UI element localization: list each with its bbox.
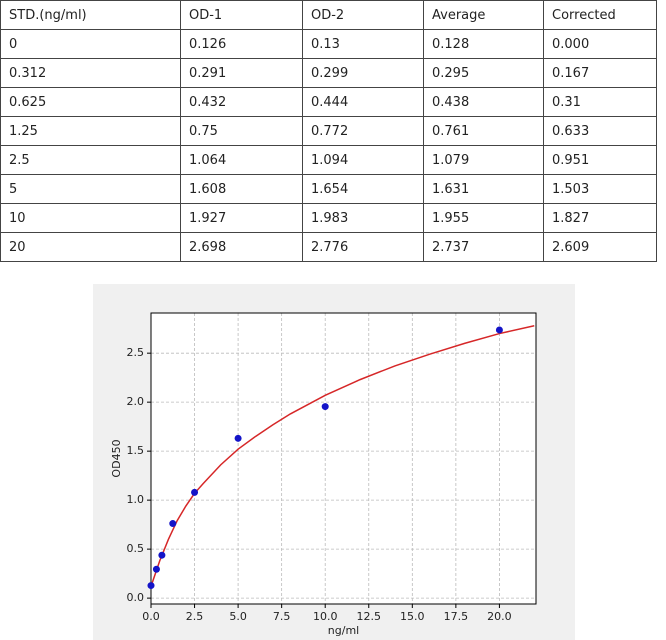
table-row: 0.625 0.432 0.444 0.438 0.31 xyxy=(0,87,657,117)
data-point xyxy=(495,326,503,334)
table-row: STD.(ng/ml) OD-1 OD-2 Average Corrected xyxy=(0,0,657,30)
table-row: 20 2.698 2.776 2.737 2.609 xyxy=(0,232,657,262)
y-tick-label: 0.0 xyxy=(127,591,145,604)
table-cell: 1.983 xyxy=(302,203,424,233)
table-cell: 5 xyxy=(0,174,181,204)
table-cell: 0.126 xyxy=(180,29,303,59)
y-tick-label: 1.0 xyxy=(127,493,145,506)
table-cell: Average xyxy=(423,0,544,30)
data-point xyxy=(169,520,177,528)
table-cell: 0.299 xyxy=(302,58,424,88)
y-axis-label: OD450 xyxy=(110,439,123,477)
table-cell: Corrected xyxy=(543,0,657,30)
table-cell: 0.625 xyxy=(0,87,181,117)
table-cell: OD-1 xyxy=(180,0,303,30)
table-cell: 1.064 xyxy=(180,145,303,175)
data-point xyxy=(191,488,199,496)
table-cell: 0.761 xyxy=(423,116,544,146)
table-cell: 2.737 xyxy=(423,232,544,262)
x-tick-label: 17.5 xyxy=(444,610,469,623)
table-cell: 2.698 xyxy=(180,232,303,262)
data-point xyxy=(158,551,166,559)
y-tick-label: 2.0 xyxy=(127,395,145,408)
table-cell: 0.444 xyxy=(302,87,424,117)
x-tick-label: 12.5 xyxy=(357,610,382,623)
table-cell: STD.(ng/ml) xyxy=(0,0,181,30)
y-tick-label: 0.5 xyxy=(127,542,145,555)
table-cell: 1.079 xyxy=(423,145,544,175)
table-cell: 0.75 xyxy=(180,116,303,146)
table-row: 10 1.927 1.983 1.955 1.827 xyxy=(0,203,657,233)
y-tick-label: 1.5 xyxy=(127,444,145,457)
table-cell: 0.438 xyxy=(423,87,544,117)
table-row: 0 0.126 0.13 0.128 0.000 xyxy=(0,29,657,59)
fit-curve xyxy=(150,325,535,587)
x-tick-label: 0.0 xyxy=(142,610,160,623)
data-point xyxy=(321,403,329,411)
table-cell: 20 xyxy=(0,232,181,262)
x-tick-label: 7.5 xyxy=(273,610,291,623)
data-point xyxy=(152,565,160,573)
plot-area xyxy=(151,313,536,604)
data-point xyxy=(234,434,242,442)
x-tick-label: 20.0 xyxy=(487,610,512,623)
table-cell: 0.295 xyxy=(423,58,544,88)
x-tick-label: 10.0 xyxy=(313,610,338,623)
x-tick-label: 5.0 xyxy=(229,610,247,623)
table-cell: 1.827 xyxy=(543,203,657,233)
table-cell: 2.776 xyxy=(302,232,424,262)
plot-frame xyxy=(150,312,537,605)
data-table: STD.(ng/ml) OD-1 OD-2 Average Corrected 0 0.12… xyxy=(0,0,657,262)
table-cell: 0.13 xyxy=(302,29,424,59)
table-cell: 1.503 xyxy=(543,174,657,204)
x-tick-label: 15.0 xyxy=(400,610,425,623)
table-row: 5 1.608 1.654 1.631 1.503 xyxy=(0,174,657,204)
table-cell: 2.609 xyxy=(543,232,657,262)
x-axis-label: ng/ml xyxy=(328,624,359,637)
x-tick-label: 2.5 xyxy=(186,610,204,623)
y-tick-label: 2.5 xyxy=(127,346,145,359)
data-point xyxy=(147,582,155,590)
table-cell: 0.951 xyxy=(543,145,657,175)
table-cell: 1.631 xyxy=(423,174,544,204)
